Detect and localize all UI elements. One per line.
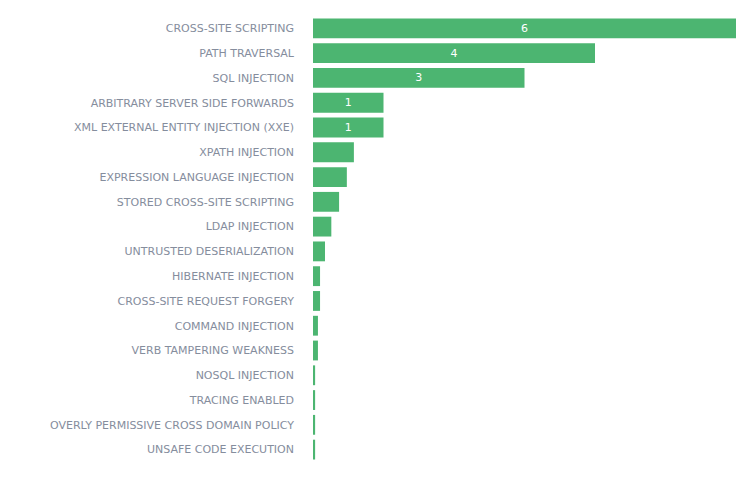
svg-text:PATH TRAVERSAL: PATH TRAVERSAL [199, 47, 295, 60]
svg-text:VERB TAMPERING WEAKNESS: VERB TAMPERING WEAKNESS [132, 344, 294, 357]
svg-text:XML EXTERNAL ENTITY INJECTION: XML EXTERNAL ENTITY INJECTION (XXE) [74, 121, 294, 134]
svg-text:CROSS-SITE REQUEST FORGERY: CROSS-SITE REQUEST FORGERY [117, 295, 294, 308]
svg-text:LDAP INJECTION: LDAP INJECTION [206, 220, 294, 233]
svg-text:UNSAFE CODE EXECUTION: UNSAFE CODE EXECUTION [147, 443, 294, 456]
svg-text:XPATH INJECTION: XPATH INJECTION [199, 146, 294, 159]
svg-text:COMMAND INJECTION: COMMAND INJECTION [175, 320, 294, 333]
svg-text:SQL INJECTION: SQL INJECTION [213, 72, 294, 85]
svg-text:4: 4 [451, 47, 458, 60]
svg-text:1: 1 [345, 121, 352, 134]
svg-text:ARBITRARY SERVER SIDE FORWARDS: ARBITRARY SERVER SIDE FORWARDS [91, 97, 294, 110]
svg-text:TRACING ENABLED: TRACING ENABLED [189, 394, 294, 407]
svg-text:HIBERNATE INJECTION: HIBERNATE INJECTION [172, 270, 294, 283]
svg-text:OVERLY PERMISSIVE CROSS DOMAIN: OVERLY PERMISSIVE CROSS DOMAIN POLICY [50, 419, 294, 432]
svg-text:CROSS-SITE SCRIPTING: CROSS-SITE SCRIPTING [166, 22, 294, 35]
svg-text:STORED CROSS-SITE SCRIPTING: STORED CROSS-SITE SCRIPTING [117, 196, 294, 209]
svg-text:EXPRESSION LANGUAGE INJECTION: EXPRESSION LANGUAGE INJECTION [99, 171, 294, 184]
svg-text:UNTRUSTED DESERIALIZATION: UNTRUSTED DESERIALIZATION [124, 245, 294, 258]
svg-text:1: 1 [345, 96, 352, 109]
svg-text:3: 3 [415, 71, 422, 84]
svg-text:6: 6 [521, 22, 528, 35]
svg-text:NOSQL INJECTION: NOSQL INJECTION [196, 369, 294, 382]
